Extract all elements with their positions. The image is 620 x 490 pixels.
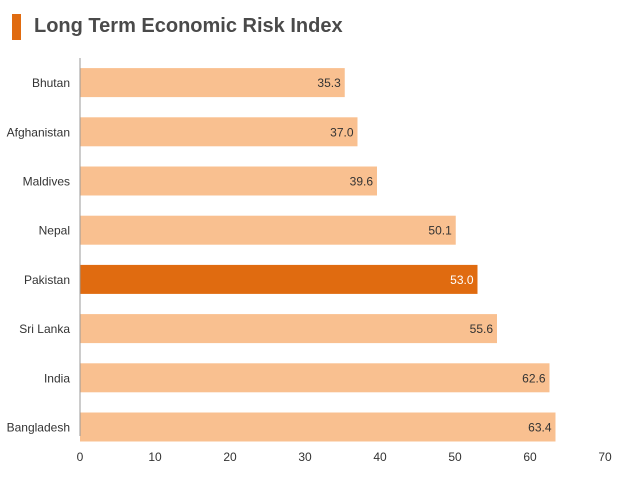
value-label: 35.3: [317, 76, 341, 90]
bar-india: [80, 363, 550, 393]
title-accent-bar: [12, 14, 21, 40]
category-label: Sri Lanka: [19, 322, 70, 336]
category-label: Bangladesh: [7, 421, 70, 435]
x-tick-label: 50: [448, 450, 462, 464]
bar-sri-lanka: [80, 314, 497, 344]
bar-bangladesh: [80, 412, 556, 442]
category-label: Nepal: [39, 224, 70, 238]
x-tick-label: 30: [298, 450, 312, 464]
category-label: Maldives: [23, 175, 70, 189]
x-tick-label: 20: [223, 450, 237, 464]
value-label: 55.6: [470, 322, 494, 336]
bar-nepal: [80, 215, 456, 245]
value-label: 39.6: [350, 175, 374, 189]
value-label: 50.1: [428, 224, 452, 238]
value-label: 53.0: [450, 273, 474, 287]
x-tick-label: 70: [598, 450, 612, 464]
x-tick-label: 10: [148, 450, 162, 464]
bar-afghanistan: [80, 117, 358, 147]
category-label: India: [44, 371, 70, 385]
bar-maldives: [80, 166, 377, 196]
x-tick-label: 60: [523, 450, 537, 464]
value-label: 37.0: [330, 125, 354, 139]
category-label: Afghanistan: [7, 125, 70, 139]
category-label: Pakistan: [24, 273, 70, 287]
bar-bhutan: [80, 68, 345, 98]
category-label: Bhutan: [32, 76, 70, 90]
bar-pakistan: [80, 264, 478, 294]
value-label: 63.4: [528, 421, 552, 435]
value-label: 62.6: [522, 371, 546, 385]
x-tick-label: 40: [373, 450, 387, 464]
chart-title: Long Term Economic Risk Index: [34, 15, 343, 37]
x-tick-label: 0: [77, 450, 84, 464]
